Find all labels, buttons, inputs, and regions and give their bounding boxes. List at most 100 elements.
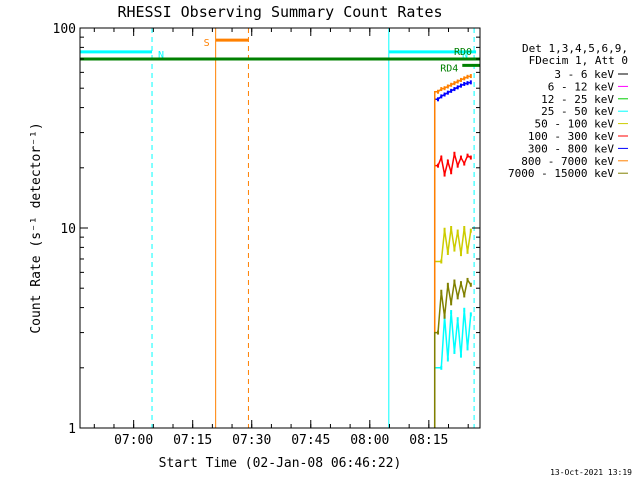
y-axis: 1 10 100 — [53, 22, 480, 437]
series-point — [453, 279, 456, 284]
series-point — [466, 249, 469, 254]
series-point — [466, 153, 469, 158]
x-tick-label: 08:15 — [409, 433, 448, 448]
x-tick-label: 08:00 — [350, 433, 389, 448]
y-tick-label: 100 — [53, 22, 76, 37]
legend-entry-label: 800 - 7000 keV — [521, 155, 614, 168]
series-point — [450, 310, 453, 315]
series-point — [469, 228, 472, 233]
series-point — [456, 229, 459, 234]
series-point — [456, 163, 459, 168]
series-point — [456, 79, 459, 84]
series-point — [446, 357, 449, 362]
series-point — [440, 94, 443, 99]
series-point — [463, 161, 466, 166]
series-point — [459, 77, 462, 82]
flag-label: RD0 — [454, 47, 472, 58]
series-point — [443, 86, 446, 91]
series-point — [466, 277, 469, 282]
series-point — [437, 163, 440, 168]
legend-entry-label: 300 - 800 keV — [528, 142, 614, 155]
flags-layer: N N S RD0 RD4 — [80, 28, 480, 428]
legend: Det 1,3,4,5,6,9,FDecim 1, Att 03 - 6 keV… — [508, 42, 628, 180]
series-point — [456, 295, 459, 300]
x-axis-title: Start Time (02-Jan-08 06:46:22) — [159, 456, 402, 471]
x-tick-label: 07:45 — [291, 433, 330, 448]
y-axis-title: Count Rate (s⁻¹ detector⁻¹) — [29, 122, 44, 333]
series-point — [437, 330, 440, 335]
flag-label: S — [204, 38, 210, 49]
series-point — [440, 87, 443, 92]
chart-title: RHESSI Observing Summary Count Rates — [117, 3, 442, 21]
series-point — [450, 170, 453, 175]
series-point — [440, 155, 443, 160]
y-tick-label: 1 — [68, 422, 76, 437]
series-point — [443, 227, 446, 232]
series-point — [446, 90, 449, 95]
legend-entry-label: 12 - 25 keV — [541, 93, 614, 106]
series-line-4 — [433, 227, 472, 428]
series-point — [446, 159, 449, 164]
x-tick-label: 07:15 — [173, 433, 212, 448]
legend-header: Det 1,3,4,5,6,9, — [522, 42, 628, 55]
legend-header: FDecim 1, Att 0 — [529, 54, 628, 67]
series-point — [443, 172, 446, 177]
series-point — [440, 289, 443, 294]
footer-timestamp: 13-Oct-2021 13:19 — [550, 468, 632, 477]
series-point — [463, 76, 466, 81]
x-axis: 07:00 07:15 07:30 07:45 08:00 08:15 — [93, 28, 469, 448]
series-point — [463, 307, 466, 312]
series-point — [453, 87, 456, 92]
legend-entry-label: 25 - 50 keV — [541, 105, 614, 118]
series-point — [463, 81, 466, 86]
x-tick-label: 07:00 — [114, 433, 153, 448]
series-point — [456, 85, 459, 90]
series-point — [446, 250, 449, 255]
x-tick-label: 07:30 — [232, 433, 271, 448]
series-point — [463, 293, 466, 298]
flag-label: RD4 — [440, 63, 458, 74]
series-point — [440, 259, 443, 264]
series-point — [453, 151, 456, 156]
series-point — [443, 92, 446, 97]
legend-entry-label: 100 - 300 keV — [528, 130, 614, 143]
series-point — [469, 74, 472, 79]
y-tick-label: 10 — [60, 222, 76, 237]
series-point — [450, 301, 453, 306]
series-point — [450, 226, 453, 230]
flag-label: N — [158, 50, 164, 61]
legend-entry-label: 6 - 12 keV — [548, 80, 615, 93]
flag-label: N — [462, 50, 468, 61]
series-point — [437, 97, 440, 102]
legend-entry-label: 7000 - 15000 keV — [508, 167, 614, 180]
series-point — [453, 81, 456, 86]
series-point — [466, 74, 469, 79]
series-point — [466, 81, 469, 86]
series-point — [446, 84, 449, 89]
series-point — [469, 155, 472, 160]
series-point — [459, 353, 462, 358]
series-point — [453, 247, 456, 252]
series-point — [459, 252, 462, 257]
series-point — [459, 83, 462, 88]
series-layer — [433, 74, 472, 428]
series-point — [450, 82, 453, 87]
series-point — [450, 88, 453, 93]
series-point — [440, 365, 443, 370]
series-point — [463, 226, 466, 230]
series-point — [443, 314, 446, 319]
series-point — [437, 89, 440, 94]
legend-entry-label: 3 - 6 keV — [554, 68, 614, 81]
series-line-3 — [433, 309, 472, 428]
legend-entry-label: 50 - 100 keV — [535, 118, 615, 131]
series-point — [453, 349, 456, 354]
series-point — [456, 317, 459, 322]
series-point — [446, 282, 449, 287]
series-point — [466, 346, 469, 351]
series-point — [459, 155, 462, 160]
series-point — [469, 282, 472, 287]
series-point — [469, 80, 472, 85]
series-point — [469, 312, 472, 317]
